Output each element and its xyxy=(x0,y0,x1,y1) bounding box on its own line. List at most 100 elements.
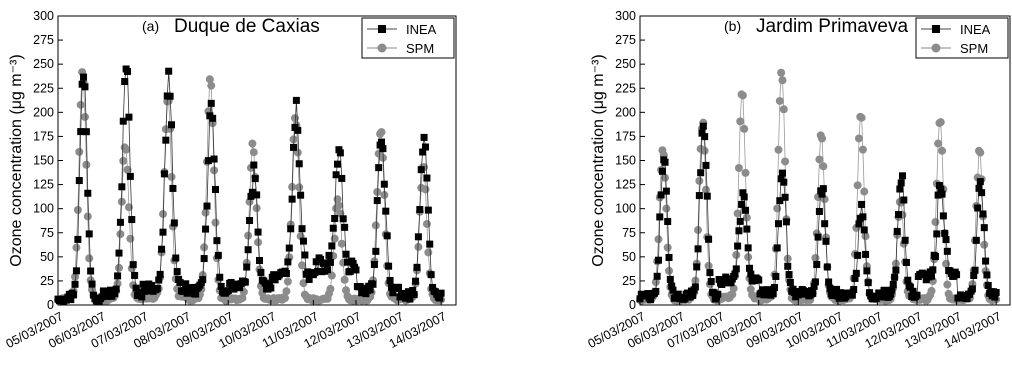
data-point-inea xyxy=(416,206,424,214)
data-point-inea xyxy=(82,128,90,136)
legend-box-b xyxy=(915,17,1009,59)
data-point-inea xyxy=(665,254,673,262)
data-point-inea xyxy=(128,216,136,224)
data-point-spm xyxy=(858,145,867,154)
data-point-inea xyxy=(851,274,859,282)
legend-label-inea-b: INEA xyxy=(960,22,991,37)
data-point-inea xyxy=(657,191,665,199)
data-point-inea xyxy=(781,193,789,201)
data-point-inea xyxy=(265,280,273,288)
data-point-inea xyxy=(131,271,139,279)
data-point-inea xyxy=(941,229,949,237)
data-point-spm xyxy=(340,275,349,284)
data-point-inea xyxy=(731,270,739,278)
data-point-spm xyxy=(934,139,943,148)
data-point-inea xyxy=(909,287,917,295)
data-point-inea xyxy=(423,174,431,182)
data-point-inea xyxy=(89,291,97,299)
data-point-inea xyxy=(895,211,903,219)
data-point-inea xyxy=(664,217,672,225)
data-point-inea xyxy=(207,99,215,107)
data-point-inea xyxy=(139,280,147,288)
y-ticks-a: 0 25 50 75 100 125 150 175 200 225 250 275 300 xyxy=(33,9,63,312)
data-point-inea xyxy=(203,202,211,210)
data-point-inea xyxy=(976,178,984,186)
data-point-inea xyxy=(267,284,275,292)
data-point-spm xyxy=(857,113,866,122)
data-point-inea xyxy=(316,255,324,263)
data-point-inea xyxy=(782,218,790,226)
data-point-inea xyxy=(864,279,872,287)
data-point-inea xyxy=(248,188,256,196)
y-tick-label: 250 xyxy=(33,57,54,71)
data-point-inea xyxy=(931,253,939,261)
data-point-inea xyxy=(72,267,80,275)
data-point-inea xyxy=(202,225,210,233)
data-point-inea xyxy=(370,261,378,269)
data-point-inea xyxy=(121,78,129,86)
data-point-inea xyxy=(992,288,1000,296)
data-point-inea xyxy=(155,276,163,284)
data-point-inea xyxy=(111,290,119,298)
y-tick-label: 50 xyxy=(622,250,636,264)
data-point-inea xyxy=(705,235,713,243)
data-point-inea xyxy=(324,266,332,274)
data-point-spm xyxy=(73,206,82,215)
data-point-spm xyxy=(337,239,346,248)
data-point-inea xyxy=(295,160,303,168)
data-point-inea xyxy=(972,236,980,244)
data-point-inea xyxy=(346,267,354,275)
data-point-inea xyxy=(896,185,904,193)
data-point-spm xyxy=(775,96,784,105)
data-point-inea xyxy=(386,277,394,285)
data-point-spm xyxy=(778,76,787,85)
y-tick-label: 250 xyxy=(615,57,636,71)
data-point-inea xyxy=(287,225,295,233)
data-point-inea xyxy=(982,257,990,265)
data-point-spm xyxy=(779,105,788,114)
data-point-spm xyxy=(781,157,790,166)
data-point-inea xyxy=(282,269,290,277)
data-point-spm xyxy=(654,235,663,244)
y-tick-label: 100 xyxy=(615,202,636,216)
data-point-inea xyxy=(810,282,818,290)
y-tick-label: 225 xyxy=(33,81,54,95)
data-point-inea xyxy=(693,263,701,271)
data-point-inea xyxy=(826,284,834,292)
data-point-spm xyxy=(773,204,782,213)
data-point-inea xyxy=(775,220,783,228)
data-point-spm xyxy=(818,134,827,143)
data-point-inea xyxy=(243,263,251,271)
data-point-inea xyxy=(292,96,300,104)
data-point-inea xyxy=(305,275,313,283)
y-tick-label: 175 xyxy=(33,129,54,143)
data-point-inea xyxy=(189,283,197,291)
data-point-inea xyxy=(366,286,374,294)
data-point-inea xyxy=(247,192,255,200)
y-tick-label: 0 xyxy=(47,298,54,312)
data-point-inea xyxy=(703,192,711,200)
data-point-inea xyxy=(771,284,779,292)
data-point-inea xyxy=(352,266,360,274)
data-point-inea xyxy=(338,174,346,182)
data-point-inea xyxy=(299,237,307,245)
data-point-spm xyxy=(700,146,709,155)
data-point-inea xyxy=(284,258,292,266)
data-point-inea xyxy=(236,284,244,292)
data-point-inea xyxy=(821,220,829,228)
data-point-inea xyxy=(811,278,819,286)
data-point-inea xyxy=(67,296,75,304)
data-point-inea xyxy=(326,258,334,266)
data-point-inea xyxy=(436,294,444,302)
data-point-spm xyxy=(931,218,940,227)
data-point-inea xyxy=(654,256,662,264)
data-point-spm xyxy=(422,219,431,228)
data-point-spm xyxy=(734,164,743,173)
data-point-inea xyxy=(772,272,780,280)
data-point-inea xyxy=(213,237,221,245)
y-tick-label: 225 xyxy=(615,81,636,95)
data-point-inea xyxy=(707,277,715,285)
data-point-spm xyxy=(943,280,952,289)
data-point-inea xyxy=(165,67,173,75)
data-point-spm xyxy=(116,230,125,239)
